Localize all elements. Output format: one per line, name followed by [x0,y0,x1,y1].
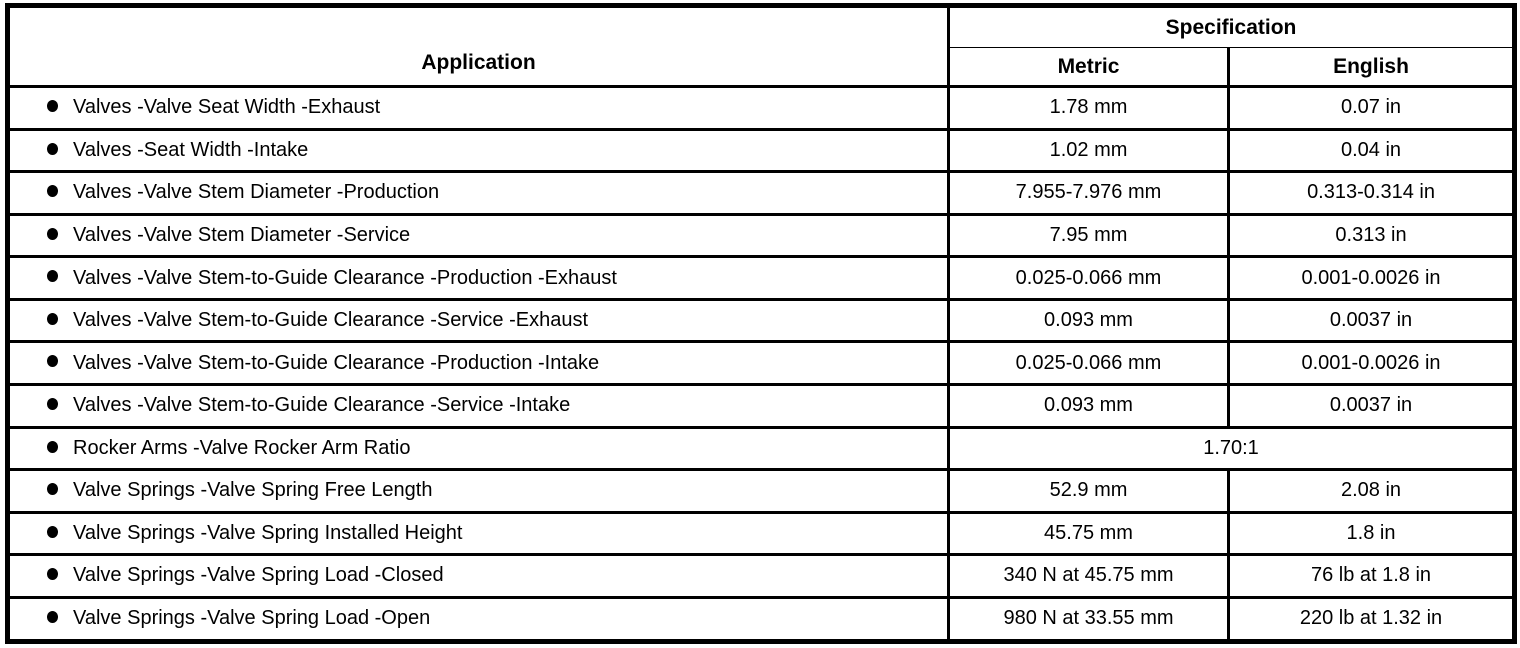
application-cell: Valves -Valve Stem-to-Guide Clearance -P… [6,340,950,386]
bullet-icon [47,483,58,496]
application-label: Valves -Valve Stem-to-Guide Clearance -S… [73,394,571,417]
metric-value-cell: 7.955-7.976 mm [947,170,1230,216]
table-row: Valves -Valve Seat Width -Exhaust 1.78 mm… [6,85,1517,131]
bullet-icon [47,611,58,624]
english-value-cell: 220 lb at 1.32 in [1226,595,1517,644]
application-label: Valve Springs -Valve Spring Load -Closed [73,564,444,587]
application-cell: Valve Springs -Valve Spring Load -Open [6,595,950,644]
english-value-cell: 0.07 in [1226,85,1517,131]
table-row: Valves -Valve Stem-to-Guide Clearance -P… [6,340,1517,386]
application-label: Valve Springs -Valve Spring Free Length [73,479,433,502]
english-value-cell: 0.313 in [1226,212,1517,259]
english-value-cell: 0.001-0.0026 in [1226,255,1517,301]
specifications-table: Application Specification Metric English… [5,3,1518,644]
application-label: Rocker Arms -Valve Rocker Arm Ratio [73,436,411,459]
bullet-icon [47,525,58,538]
specification-column-group-header: Specification [946,4,1517,48]
metric-value-cell: 0.025-0.066 mm [947,255,1230,301]
table-row: Valve Springs -Valve Spring Free Length 5… [6,468,1517,514]
metric-value-cell: 0.025-0.066 mm [947,340,1230,386]
spec-table-body: Valves -Valve Seat Width -Exhaust 1.78 mm… [6,85,1517,644]
english-value-cell: 0.04 in [1226,127,1517,174]
application-cell: Valves -Valve Seat Width -Exhaust [6,85,950,131]
table-row: Valve Springs -Valve Spring Load -Closed… [6,553,1517,599]
metric-value-cell: 52.9 mm [947,468,1230,514]
bullet-icon [47,355,58,368]
table-row: Valves -Seat Width -Intake 1.02 mm 0.04 in [6,127,1517,174]
metric-value-cell: 7.95 mm [947,212,1230,259]
metric-value-cell: 1.78 mm [947,85,1230,131]
application-cell: Valves -Seat Width -Intake [6,127,950,174]
english-value-cell: 0.0037 in [1226,297,1517,344]
header-row-specification: Application Specification [6,4,1517,88]
application-label: Valves -Seat Width -Intake [73,138,309,161]
application-label: Valves -Valve Seat Width -Exhaust [73,96,381,119]
application-label: Valves -Valve Stem-to-Guide Clearance -S… [73,309,589,332]
application-label: Valve Springs -Valve Spring Installed He… [73,521,463,544]
table-row: Valves -Valve Stem Diameter -Production 7… [6,170,1517,216]
english-value-cell: 0.0037 in [1226,382,1517,429]
application-cell: Valves -Valve Stem-to-Guide Clearance -S… [6,297,950,344]
table-row: Valves -Valve Stem-to-Guide Clearance -S… [6,297,1517,344]
metric-value-cell: 1.02 mm [947,127,1230,174]
table-row: Valves -Valve Stem Diameter -Service 7.95… [6,212,1517,259]
bullet-icon [47,312,58,325]
application-cell: Valves -Valve Stem-to-Guide Clearance -P… [6,255,950,301]
application-cell: Rocker Arms -Valve Rocker Arm Ratio [6,425,950,472]
header-row-units: Metric English [8,47,1517,88]
metric-value-cell: 340 N at 45.75 mm [947,553,1230,599]
bullet-icon [47,440,58,453]
english-value-cell: 76 lb at 1.8 in [1226,553,1517,599]
english-value-cell: 2.08 in [1226,468,1517,514]
application-cell: Valve Springs -Valve Spring Free Length [6,468,950,514]
application-cell: Valves -Valve Stem-to-Guide Clearance -S… [6,382,950,429]
application-cell: Valve Springs -Valve Spring Load -Closed [6,553,950,599]
table-row: Valve Springs -Valve Spring Installed He… [6,510,1517,557]
table-row: Rocker Arms -Valve Rocker Arm Ratio 1.70:… [6,425,1517,472]
application-label: Valves -Valve Stem Diameter -Production [73,181,440,204]
bullet-icon [47,397,58,410]
spec-table-header: Application Specification Metric English [6,4,1517,88]
application-cell: Valves -Valve Stem Diameter -Service [6,212,950,259]
application-label: Valve Springs -Valve Spring Load -Open [73,607,431,630]
table-row: Valves -Valve Stem-to-Guide Clearance -S… [6,382,1517,429]
bullet-icon [47,100,58,112]
table-row: Valves -Valve Stem-to-Guide Clearance -P… [6,255,1517,301]
application-column-header: Application [6,4,950,88]
application-label: Valves -Valve Stem-to-Guide Clearance -P… [73,266,617,289]
bullet-icon [47,185,58,198]
bullet-icon [47,227,58,240]
metric-value-cell: 0.093 mm [947,382,1230,429]
application-label: Valves -Valve Stem-to-Guide Clearance -P… [73,351,600,374]
table-row: Valve Springs -Valve Spring Load -Open 98… [6,595,1517,644]
metric-column-header: Metric [947,47,1230,88]
english-value-cell: 0.001-0.0026 in [1226,340,1517,386]
bullet-icon [47,568,58,581]
bullet-icon [47,142,58,155]
bullet-icon [47,270,58,283]
metric-value-cell: 0.093 mm [947,297,1230,344]
combined-spec-value-cell: 1.70:1 [946,425,1517,472]
metric-value-cell: 45.75 mm [947,510,1230,557]
application-cell: Valves -Valve Stem Diameter -Production [6,170,950,216]
english-column-header: English [1226,47,1517,88]
application-label: Valves -Valve Stem Diameter -Service [73,223,411,246]
english-value-cell: 0.313-0.314 in [1226,170,1517,216]
metric-value-cell: 980 N at 33.55 mm [947,595,1230,644]
application-cell: Valve Springs -Valve Spring Installed He… [6,510,950,557]
english-value-cell: 1.8 in [1226,510,1517,557]
